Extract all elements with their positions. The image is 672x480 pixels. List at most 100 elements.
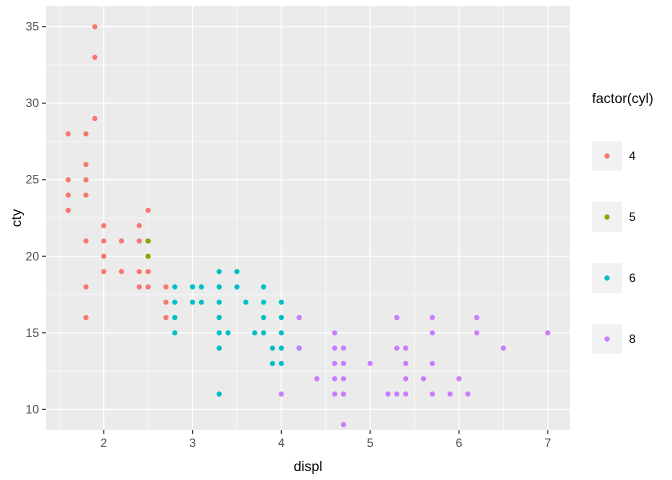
point-cyl-8 [332, 360, 338, 367]
point-cyl-8 [385, 391, 391, 397]
point-cyl-6 [216, 284, 222, 290]
point-cyl-8 [367, 360, 373, 367]
point-cyl-4 [83, 314, 89, 321]
point-cyl-6 [216, 391, 222, 397]
point-cyl-4 [163, 284, 169, 290]
point-cyl-8 [500, 345, 506, 351]
point-cyl-5 [145, 253, 151, 259]
x-axis-title: displ [294, 458, 323, 474]
point-cyl-6 [216, 330, 222, 336]
point-cyl-4 [92, 24, 98, 30]
point-cyl-6 [260, 330, 267, 336]
point-cyl-8 [403, 360, 409, 367]
y-tick-label: 30 [26, 96, 40, 110]
point-cyl-4 [118, 268, 125, 275]
legend-label-6: 6 [629, 271, 636, 285]
point-cyl-6 [278, 330, 284, 336]
point-cyl-8 [403, 391, 409, 397]
y-axis-ticks: 10 15 20 25 30 35 [26, 20, 46, 416]
point-cyl-6 [216, 314, 222, 321]
point-cyl-4 [65, 207, 71, 213]
legend-swatch-6 [604, 275, 610, 281]
point-cyl-4 [136, 284, 142, 290]
y-axis-title: cty [8, 209, 24, 227]
x-tick-label: 7 [544, 436, 551, 450]
point-cyl-8 [545, 330, 551, 336]
point-cyl-8 [332, 345, 338, 351]
point-cyl-8 [456, 376, 462, 382]
point-cyl-6 [198, 299, 205, 305]
x-tick-label: 4 [278, 436, 285, 450]
point-cyl-8 [296, 314, 302, 321]
point-cyl-6 [260, 314, 267, 321]
point-cyl-6 [269, 345, 276, 351]
legend-swatch-4 [604, 153, 610, 159]
point-cyl-4 [145, 207, 151, 213]
point-cyl-6 [172, 299, 178, 305]
point-cyl-4 [118, 238, 125, 244]
point-cyl-4 [101, 223, 107, 229]
x-tick-label: 2 [100, 436, 107, 450]
y-tick-label: 15 [26, 326, 40, 340]
point-cyl-4 [101, 238, 107, 244]
point-cyl-4 [101, 268, 107, 275]
point-cyl-6 [198, 284, 205, 290]
point-cyl-8 [429, 391, 435, 397]
point-cyl-8 [394, 391, 400, 397]
point-cyl-4 [163, 299, 169, 305]
point-cyl-4 [163, 314, 169, 321]
point-cyl-8 [332, 376, 338, 382]
point-cyl-6 [216, 268, 222, 275]
legend-title: factor(cyl) [592, 90, 653, 106]
point-cyl-8 [429, 330, 435, 336]
point-cyl-4 [92, 54, 98, 60]
point-cyl-8 [340, 376, 347, 382]
point-cyl-4 [65, 192, 71, 198]
point-cyl-6 [172, 314, 178, 321]
point-cyl-6 [269, 360, 276, 367]
y-tick-label: 10 [26, 402, 40, 416]
point-cyl-8 [340, 360, 347, 367]
point-cyl-8 [403, 376, 409, 382]
point-cyl-8 [340, 422, 347, 428]
point-cyl-6 [216, 299, 222, 305]
point-cyl-5 [145, 238, 151, 244]
point-cyl-6 [172, 284, 178, 290]
point-cyl-8 [296, 345, 302, 351]
point-cyl-4 [65, 177, 71, 183]
point-cyl-4 [101, 253, 107, 259]
point-cyl-6 [172, 330, 178, 336]
point-cyl-8 [429, 314, 435, 321]
point-cyl-6 [189, 284, 196, 290]
point-cyl-6 [243, 299, 249, 305]
point-cyl-4 [83, 161, 89, 168]
point-cyl-4 [92, 115, 98, 122]
point-cyl-8 [420, 376, 427, 382]
point-cyl-4 [136, 238, 142, 244]
point-cyl-8 [314, 376, 320, 382]
point-cyl-6 [225, 330, 231, 336]
point-cyl-8 [332, 391, 338, 397]
y-tick-label: 25 [26, 173, 40, 187]
point-cyl-4 [83, 131, 89, 137]
minor-gridlines [46, 6, 570, 430]
major-gridlines [46, 6, 570, 430]
x-tick-label: 5 [367, 436, 374, 450]
point-cyl-6 [278, 299, 284, 305]
x-axis-ticks: 2 3 4 5 6 7 [100, 430, 551, 450]
point-cyl-4 [65, 131, 71, 137]
legend-label-8: 8 [629, 332, 636, 346]
point-cyl-8 [332, 330, 338, 336]
legend: factor(cyl) 4 5 6 8 [592, 90, 653, 354]
y-tick-label: 20 [26, 249, 40, 263]
point-cyl-6 [234, 268, 240, 275]
point-cyl-8 [429, 360, 435, 367]
point-cyl-4 [145, 284, 151, 290]
y-tick-label: 35 [26, 20, 40, 34]
legend-label-5: 5 [629, 210, 636, 224]
point-cyl-8 [394, 345, 400, 351]
point-cyl-8 [278, 391, 284, 397]
point-cyl-4 [136, 268, 142, 275]
point-cyl-4 [83, 177, 89, 183]
